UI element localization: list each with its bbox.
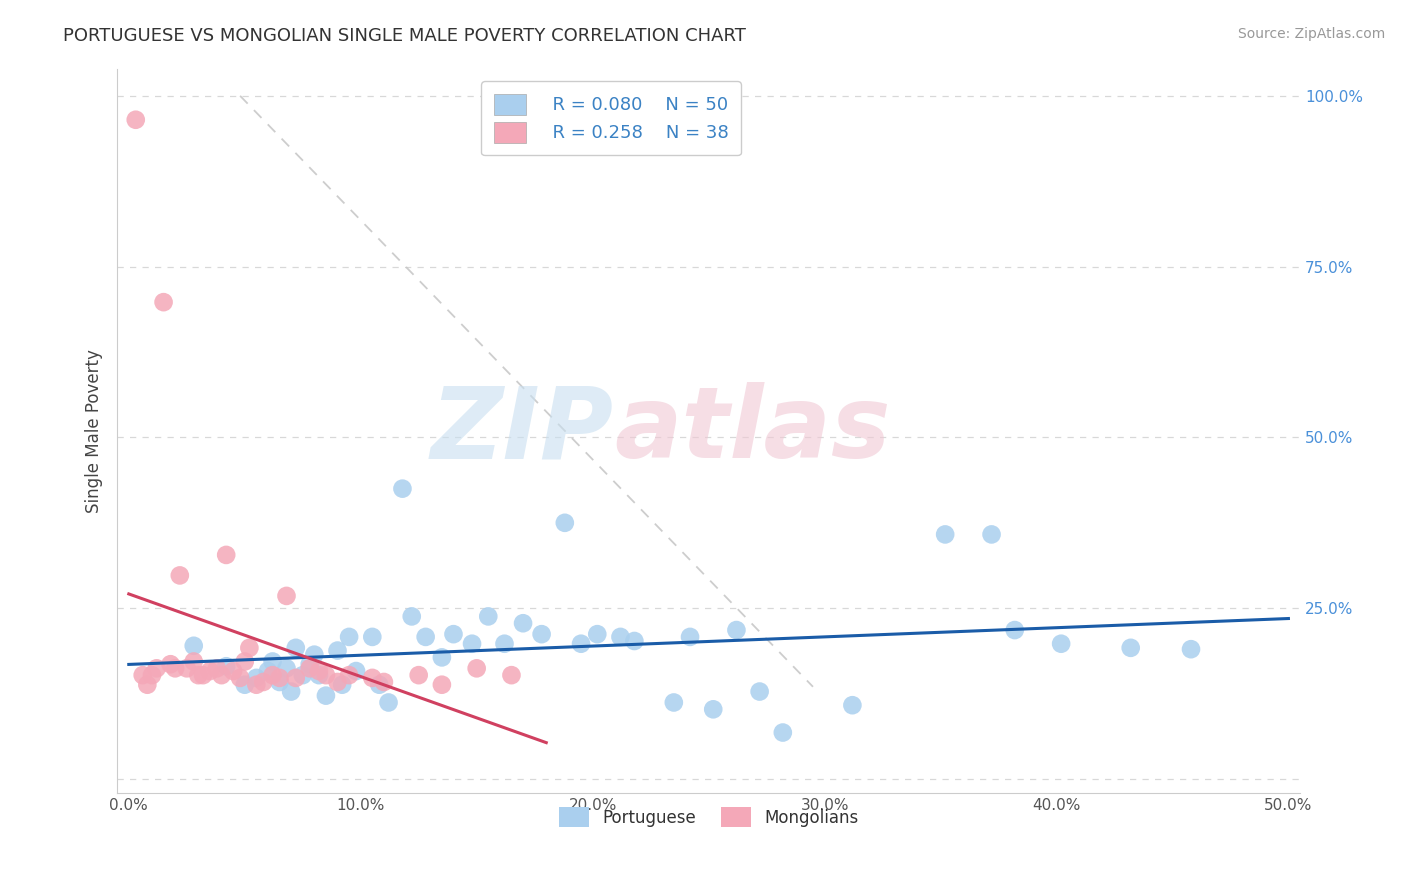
Point (337, 630, 360, 644)
Text: atlas: atlas (614, 382, 890, 479)
Point (304, 648, 326, 662)
Point (662, 696, 685, 710)
Point (215, 548, 238, 562)
Point (125, 112, 148, 127)
Point (980, 527, 1002, 541)
Point (269, 675, 291, 690)
Point (408, 668, 430, 682)
Point (276, 661, 298, 675)
Point (512, 616, 534, 631)
Point (205, 661, 228, 675)
Point (841, 698, 863, 713)
Point (326, 643, 349, 657)
Point (430, 650, 453, 665)
Point (141, 668, 163, 682)
Point (1180, 642, 1202, 657)
Point (280, 684, 302, 698)
Point (298, 661, 321, 675)
Point (430, 678, 453, 692)
Point (291, 668, 314, 682)
Point (377, 696, 399, 710)
Point (136, 678, 159, 692)
Point (183, 655, 205, 669)
Point (586, 627, 609, 641)
Point (443, 627, 465, 641)
Point (159, 657, 181, 672)
Point (298, 657, 321, 672)
Point (361, 630, 384, 644)
Point (276, 589, 298, 603)
Point (337, 668, 360, 682)
Point (315, 668, 337, 682)
Point (330, 678, 353, 692)
Point (165, 661, 187, 675)
Point (229, 671, 252, 685)
Point (569, 637, 592, 651)
Point (373, 675, 395, 690)
Y-axis label: Single Male Poverty: Single Male Poverty (86, 349, 103, 513)
Legend: Portuguese, Mongolians: Portuguese, Mongolians (550, 799, 866, 835)
Point (361, 671, 384, 685)
Point (344, 664, 367, 678)
Point (415, 630, 437, 644)
Point (245, 678, 267, 692)
Point (145, 661, 167, 675)
Point (315, 689, 337, 703)
Point (191, 668, 214, 682)
Point (211, 668, 233, 682)
Point (401, 609, 423, 624)
Point (554, 516, 576, 530)
Point (252, 675, 274, 690)
Text: Source: ZipAtlas.com: Source: ZipAtlas.com (1237, 27, 1385, 41)
Point (238, 640, 260, 655)
Point (461, 637, 484, 651)
Point (530, 627, 553, 641)
Point (308, 664, 330, 678)
Point (257, 664, 280, 678)
Point (725, 623, 748, 637)
Point (183, 639, 205, 653)
Point (501, 668, 523, 682)
Point (1119, 640, 1142, 655)
Point (284, 640, 307, 655)
Point (245, 671, 267, 685)
Text: PORTUGUESE VS MONGOLIAN SINGLE MALE POVERTY CORRELATION CHART: PORTUGUESE VS MONGOLIAN SINGLE MALE POVE… (63, 27, 747, 45)
Point (284, 671, 307, 685)
Point (233, 678, 256, 692)
Point (187, 668, 209, 682)
Point (702, 702, 724, 716)
Point (368, 678, 391, 692)
Point (326, 675, 349, 690)
Point (262, 655, 284, 669)
Point (623, 634, 645, 648)
Point (391, 482, 413, 496)
Text: ZIP: ZIP (432, 382, 614, 479)
Point (262, 668, 284, 682)
Point (169, 568, 191, 582)
Point (679, 630, 702, 644)
Point (772, 725, 794, 739)
Point (308, 668, 330, 682)
Point (609, 630, 631, 644)
Point (222, 664, 245, 678)
Point (1004, 623, 1026, 637)
Point (269, 671, 291, 685)
Point (465, 661, 488, 675)
Point (233, 655, 256, 669)
Point (152, 295, 174, 310)
Point (494, 637, 516, 651)
Point (176, 661, 198, 675)
Point (934, 527, 956, 541)
Point (477, 609, 499, 624)
Point (198, 664, 221, 678)
Point (131, 668, 153, 682)
Point (1050, 637, 1073, 651)
Point (215, 659, 238, 673)
Point (748, 684, 770, 698)
